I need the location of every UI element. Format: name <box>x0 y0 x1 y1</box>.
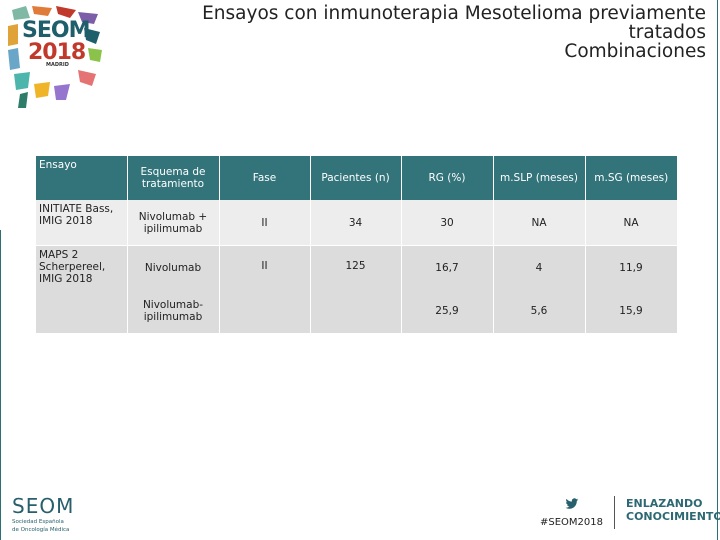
cell-fase: II <box>219 245 311 333</box>
header-rg: RG (%) <box>401 156 494 200</box>
logo-city: MADRID <box>46 62 69 68</box>
header-fase: Fase <box>219 156 311 200</box>
footer-logo-sub1: Sociedad Española <box>12 519 64 525</box>
cell-esquema: Nivolumab-ipilimumab <box>127 289 220 333</box>
header-ensayo: Ensayo <box>36 156 128 200</box>
footer-slogan: ENLAZANDO CONOCIMIENTO <box>626 497 720 523</box>
header-pacientes: Pacientes (n) <box>310 156 402 200</box>
logo-word-seom: SEOM <box>22 18 90 43</box>
cell-ensayo: MAPS 2 Scherpereel, IMIG 2018 <box>36 245 128 333</box>
trials-table: Ensayo Esquema de tratamiento Fase Pacie… <box>36 156 678 333</box>
cell-pacientes: 125 <box>310 245 402 333</box>
slogan-line2: CONOCIMIENTO <box>626 510 720 523</box>
seom-2018-logo: SEOM 2018 MADRID <box>6 4 106 108</box>
cell-esquema: Nivolumab <box>127 245 220 289</box>
cell-esquema: Nivolumab + ipilimumab <box>127 200 220 246</box>
table-row: Nivolumab-ipilimumab 25,9 5,6 15,9 <box>36 289 678 333</box>
cell-rg: 16,7 <box>401 245 494 289</box>
slide-title-line1: Ensayos con inmunoterapia Mesotelioma pr… <box>202 3 706 43</box>
logo-word-year: 2018 <box>28 40 86 65</box>
footer-seom-logo: SEOM Sociedad Española de Oncología Médi… <box>12 494 78 533</box>
cell-msg: NA <box>585 200 678 246</box>
cell-fase: II <box>219 200 311 246</box>
slogan-line1: ENLAZANDO <box>626 497 703 510</box>
cell-msg: 15,9 <box>585 289 678 333</box>
table-row: INITIATE Bass, IMIG 2018 Nivolumab + ipi… <box>36 200 678 246</box>
cell-pacientes: 34 <box>310 200 402 246</box>
cell-mslp: NA <box>493 200 586 246</box>
right-edge-rule <box>717 0 718 540</box>
cell-mslp: 4 <box>493 245 586 289</box>
slide-title: Ensayos con inmunoterapia Mesotelioma pr… <box>126 4 706 61</box>
cell-ensayo: INITIATE Bass, IMIG 2018 <box>36 200 128 246</box>
footer-logo-word: SEOM <box>12 494 75 518</box>
cell-rg: 25,9 <box>401 289 494 333</box>
cell-msg: 11,9 <box>585 245 678 289</box>
header-mslp: m.SLP (meses) <box>493 156 586 200</box>
table-header-row: Ensayo Esquema de tratamiento Fase Pacie… <box>36 156 677 200</box>
cell-mslp: 5,6 <box>493 289 586 333</box>
footer-logo-sub2: de Oncología Médica <box>12 526 70 533</box>
footer-separator <box>614 496 615 529</box>
slide-title-line2: Combinaciones <box>564 41 706 62</box>
header-esquema: Esquema de tratamiento <box>127 156 220 200</box>
logo-graphic <box>8 6 102 108</box>
cell-rg: 30 <box>401 200 494 246</box>
left-edge-rule <box>0 230 1 540</box>
hashtag-text: #SEOM2018 <box>540 517 603 528</box>
header-msg: m.SG (meses) <box>585 156 677 200</box>
table-row: MAPS 2 Scherpereel, IMIG 2018 Nivolumab … <box>36 245 678 333</box>
twitter-icon <box>565 498 579 509</box>
